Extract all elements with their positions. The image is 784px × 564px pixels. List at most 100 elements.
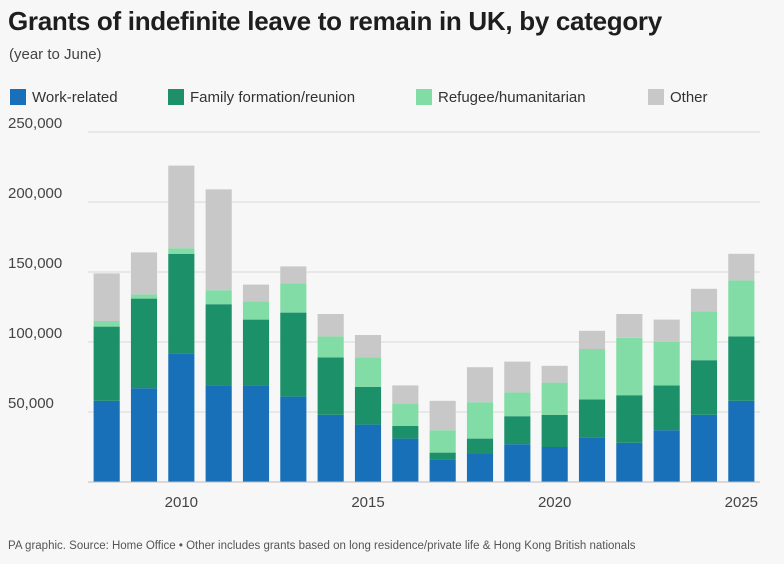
bar-segment-work-related-2008 <box>93 400 120 482</box>
bar-segment-other-2014 <box>317 314 344 337</box>
bar-segment-other-2020 <box>541 365 568 383</box>
bar-segment-family-formation-reunion-2019 <box>504 416 531 445</box>
bar-segment-refugee-humanitarian-2018 <box>466 402 494 439</box>
legend-item-work-related: Work-related <box>10 87 118 107</box>
bar-segment-work-related-2021 <box>578 437 606 482</box>
bar-segment-other-2018 <box>466 367 494 403</box>
legend-swatch-family <box>168 89 184 105</box>
bar-segment-other-2011 <box>205 189 232 291</box>
bar-segment-work-related-2020 <box>541 447 568 482</box>
x-tick-label: 2010 <box>165 494 198 511</box>
bar-segment-work-related-2017 <box>429 459 456 482</box>
bar-segment-work-related-2024 <box>690 414 718 482</box>
legend-label-refugee: Refugee/humanitarian <box>438 88 586 106</box>
bar-segment-other-2015 <box>354 335 382 358</box>
bar-segment-work-related-2015 <box>354 424 382 482</box>
bar-segment-other-2012 <box>242 284 270 302</box>
x-tick-label: 2020 <box>538 494 571 511</box>
bar-segment-work-related-2023 <box>653 430 680 482</box>
bar-segment-refugee-humanitarian-2017 <box>429 430 456 453</box>
legend-label-work: Work-related <box>32 88 118 106</box>
bar-segment-work-related-2009 <box>130 388 158 482</box>
y-axis-tick-labels: 50,000 100,000 150,000 200,000 250,000 <box>8 115 62 412</box>
bar-segment-work-related-2012 <box>242 385 270 482</box>
gridlines <box>88 131 760 413</box>
bar-segment-refugee-humanitarian-2022 <box>616 337 643 396</box>
legend-item-refugee: Refugee/humanitarian <box>416 87 586 107</box>
bar-segment-family-formation-reunion-2008 <box>93 326 120 401</box>
bar-segment-family-formation-reunion-2011 <box>205 304 232 386</box>
bar-segment-family-formation-reunion-2023 <box>653 385 680 431</box>
y-tick-label: 100,000 <box>8 325 62 342</box>
bar-segment-work-related-2018 <box>466 454 494 482</box>
bar-segment-other-2010 <box>168 165 195 249</box>
y-tick-label: 150,000 <box>8 255 62 272</box>
bar-segment-work-related-2010 <box>168 353 195 482</box>
bar-segment-refugee-humanitarian-2012 <box>242 301 270 320</box>
chart-title: Grants of indefinite leave to remain in … <box>8 6 662 36</box>
legend-item-family: Family formation/reunion <box>168 87 355 107</box>
bar-segment-refugee-humanitarian-2015 <box>354 357 382 387</box>
bar-segment-work-related-2014 <box>317 414 344 482</box>
bar-segment-family-formation-reunion-2015 <box>354 386 382 425</box>
bar-segment-family-formation-reunion-2025 <box>728 336 755 401</box>
bar-segment-work-related-2011 <box>205 385 232 482</box>
bar-segment-family-formation-reunion-2020 <box>541 414 568 447</box>
bar-segment-refugee-humanitarian-2016 <box>392 403 419 426</box>
bar-segment-family-formation-reunion-2014 <box>317 357 344 415</box>
bar-segment-refugee-humanitarian-2008 <box>93 321 120 327</box>
legend-swatch-refugee <box>416 89 432 105</box>
bar-segment-work-related-2025 <box>728 400 755 482</box>
bar-segment-refugee-humanitarian-2009 <box>130 294 158 299</box>
x-tick-label: 2025 <box>725 494 758 511</box>
legend-item-other: Other <box>648 87 708 107</box>
bar-segment-family-formation-reunion-2009 <box>130 298 158 389</box>
x-tick-label: 2015 <box>351 494 384 511</box>
legend-swatch-work <box>10 89 26 105</box>
bar-segment-other-2017 <box>429 400 456 431</box>
bar-segment-refugee-humanitarian-2023 <box>653 342 680 386</box>
legend-label-other: Other <box>670 88 708 106</box>
bar-segment-family-formation-reunion-2016 <box>392 426 419 439</box>
bar-segment-refugee-humanitarian-2019 <box>504 392 531 417</box>
bar-segment-family-formation-reunion-2022 <box>616 395 643 443</box>
bar-segment-other-2019 <box>504 361 531 393</box>
bar-segment-other-2022 <box>616 314 643 338</box>
bar-segment-other-2008 <box>93 273 120 321</box>
bar-segment-refugee-humanitarian-2024 <box>690 311 718 361</box>
bar-segment-family-formation-reunion-2012 <box>242 319 270 386</box>
bar-segment-work-related-2022 <box>616 442 643 482</box>
y-tick-label: 200,000 <box>8 185 62 202</box>
bar-segment-other-2016 <box>392 385 419 404</box>
y-tick-label: 50,000 <box>8 395 54 412</box>
bar-segment-refugee-humanitarian-2014 <box>317 336 344 358</box>
y-tick-label: 250,000 <box>8 115 62 132</box>
bar-segment-family-formation-reunion-2010 <box>168 253 195 354</box>
bar-segment-family-formation-reunion-2024 <box>690 360 718 415</box>
bar-segment-refugee-humanitarian-2010 <box>168 248 195 254</box>
legend-swatch-other <box>648 89 664 105</box>
bar-segment-other-2009 <box>130 252 158 295</box>
bar-segment-refugee-humanitarian-2020 <box>541 382 568 415</box>
source-footnote: PA graphic. Source: Home Office • Other … <box>8 540 636 552</box>
bar-segment-family-formation-reunion-2018 <box>466 438 494 454</box>
bar-segment-other-2021 <box>578 330 606 349</box>
bar-segment-other-2023 <box>653 319 680 342</box>
bar-segment-family-formation-reunion-2013 <box>280 312 307 397</box>
legend-label-family: Family formation/reunion <box>190 88 356 106</box>
bar-segment-other-2025 <box>728 253 755 281</box>
bar-segment-refugee-humanitarian-2011 <box>205 290 232 305</box>
bar-segment-other-2024 <box>690 288 718 312</box>
bar-segment-refugee-humanitarian-2025 <box>728 280 755 337</box>
bar-segment-work-related-2016 <box>392 438 419 482</box>
bar-segment-other-2013 <box>280 266 307 284</box>
bar-segment-work-related-2013 <box>280 396 307 482</box>
bar-segment-work-related-2019 <box>504 444 531 482</box>
x-axis-tick-labels: 2010 2015 2020 2025 <box>165 494 758 511</box>
bar-segment-family-formation-reunion-2021 <box>578 399 606 438</box>
bar-segment-refugee-humanitarian-2021 <box>578 349 606 400</box>
bars <box>93 165 755 482</box>
chart-subtitle: (year to June) <box>9 46 102 63</box>
bar-segment-family-formation-reunion-2017 <box>429 452 456 460</box>
